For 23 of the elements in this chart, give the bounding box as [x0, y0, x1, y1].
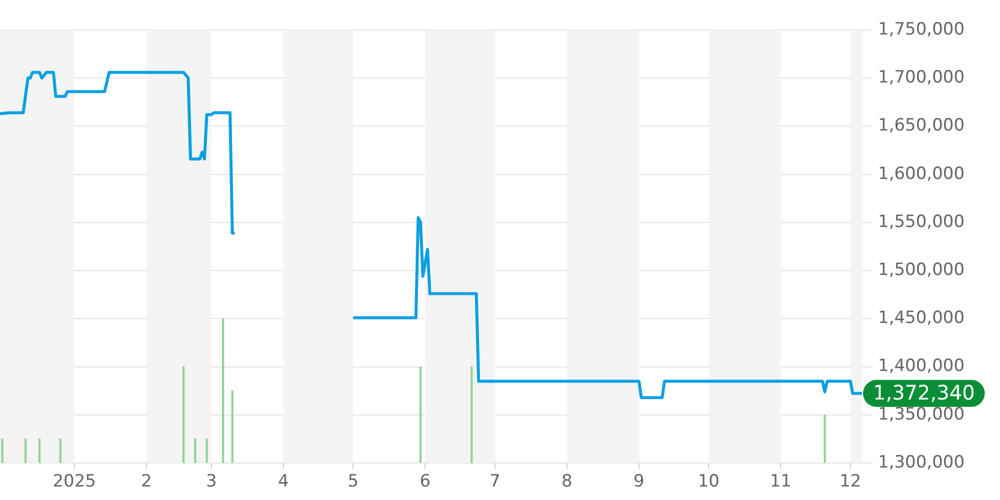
y-tick-label: 1,350,000: [878, 404, 965, 424]
x-tick-label: 6: [420, 472, 431, 492]
x-tick-label: 2: [140, 472, 152, 492]
y-tick-label: 1,500,000: [878, 260, 965, 280]
y-tick-label: 1,750,000: [878, 19, 965, 40]
y-tick-label: 1,650,000: [878, 116, 965, 136]
x-tick-label: 5: [348, 472, 359, 492]
x-tick-label: 12: [840, 472, 862, 492]
y-tick-label: 1,300,000: [878, 452, 965, 472]
x-tick-label: 7: [489, 472, 500, 492]
x-tick-label: 4: [278, 472, 289, 492]
x-tick-label: 11: [770, 472, 792, 492]
x-tick-label: 8: [562, 472, 572, 492]
y-tick-label: 1,400,000: [878, 356, 965, 376]
y-tick-label: 1,600,000: [878, 164, 965, 184]
y-tick-label: 1,450,000: [878, 308, 965, 328]
x-tick-label: 10: [698, 472, 720, 492]
annotation: 1,372,340: [872, 380, 975, 405]
y-tick-label: 1,550,000: [878, 212, 965, 232]
x-tick-label: 3: [206, 472, 217, 492]
x-tick-label: 9: [634, 472, 644, 492]
x-tick-label: 2025: [52, 472, 96, 492]
y-tick-label: 1,700,000: [878, 68, 965, 88]
